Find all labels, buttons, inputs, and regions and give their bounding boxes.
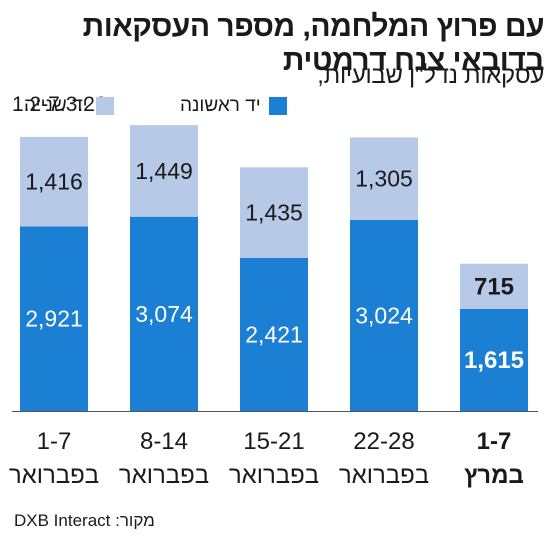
category-label-2-month: בפברואר [119, 462, 209, 489]
bar-second-hand-3 [240, 167, 308, 258]
data-label-second-hand-3: 1,435 [245, 200, 303, 226]
chart-title: עם פרוץ המלחמה, מספר העסקאות בדובאי צנח … [4, 10, 545, 78]
data-label-first-hand-3: 2,421 [245, 321, 303, 347]
bar-first-hand-5 [460, 308, 528, 411]
category-label-3-range: 15-21 [243, 428, 304, 455]
bar-first-hand-3 [240, 257, 308, 411]
subtitle-row: עסקאות נדל"ן שבועיות, [4, 62, 544, 90]
data-label-first-hand-4: 3,024 [355, 302, 413, 328]
legend-swatch-second-hand [95, 97, 114, 115]
bar-first-hand-2 [130, 216, 198, 411]
data-label-first-hand-2: 3,074 [135, 301, 193, 327]
category-label-1-range: 1-7 [37, 428, 72, 455]
legend-swatch-first-hand [268, 97, 287, 115]
source-note: מקור: DXB Interact [14, 511, 155, 530]
bar-second-hand-1 [20, 136, 88, 227]
category-label-2-range: 8-14 [140, 428, 188, 455]
data-label-second-hand-1: 1,416 [25, 169, 83, 195]
bar-first-hand-1 [20, 226, 88, 411]
legend: 1.2-7.3.26 יד ראשונה יד שנייה [12, 93, 538, 121]
category-label-1-month: בפברואר [9, 462, 99, 489]
category-label-4-range: 22-28 [353, 428, 414, 455]
bar-first-hand-4 [350, 219, 418, 411]
bar-second-hand-5 [460, 263, 528, 309]
data-label-first-hand-5: 1,615 [464, 347, 524, 374]
period-label: 1.2-7.3.26 [12, 93, 107, 116]
legend-label-first-hand: יד ראשונה [180, 95, 261, 116]
data-label-second-hand-2: 1,449 [135, 158, 193, 184]
data-label-second-hand-5: 715 [474, 273, 514, 300]
legend-label-second-hand: יד שנייה [24, 95, 88, 116]
title-line-2: בדובאי צנח דרמטית [282, 44, 545, 77]
category-label-5-range: 1-7 [477, 428, 512, 455]
legend-item-first-hand: יד ראשונה [180, 95, 287, 117]
data-label-second-hand-4: 1,305 [355, 166, 413, 192]
legend-item-second-hand: יד שנייה [24, 95, 114, 117]
title-line-1: עם פרוץ המלחמה, מספר העסקאות [82, 10, 545, 43]
category-label-5-month: במרץ [464, 462, 524, 489]
category-label-4-month: בפברואר [339, 462, 429, 489]
category-label-3-month: בפברואר [229, 462, 319, 489]
data-label-first-hand-1: 2,921 [25, 306, 83, 332]
bar-second-hand-4 [350, 137, 418, 220]
bar-second-hand-2 [130, 125, 198, 217]
chart-subtitle: עסקאות נדל"ן שבועיות, [317, 62, 544, 89]
